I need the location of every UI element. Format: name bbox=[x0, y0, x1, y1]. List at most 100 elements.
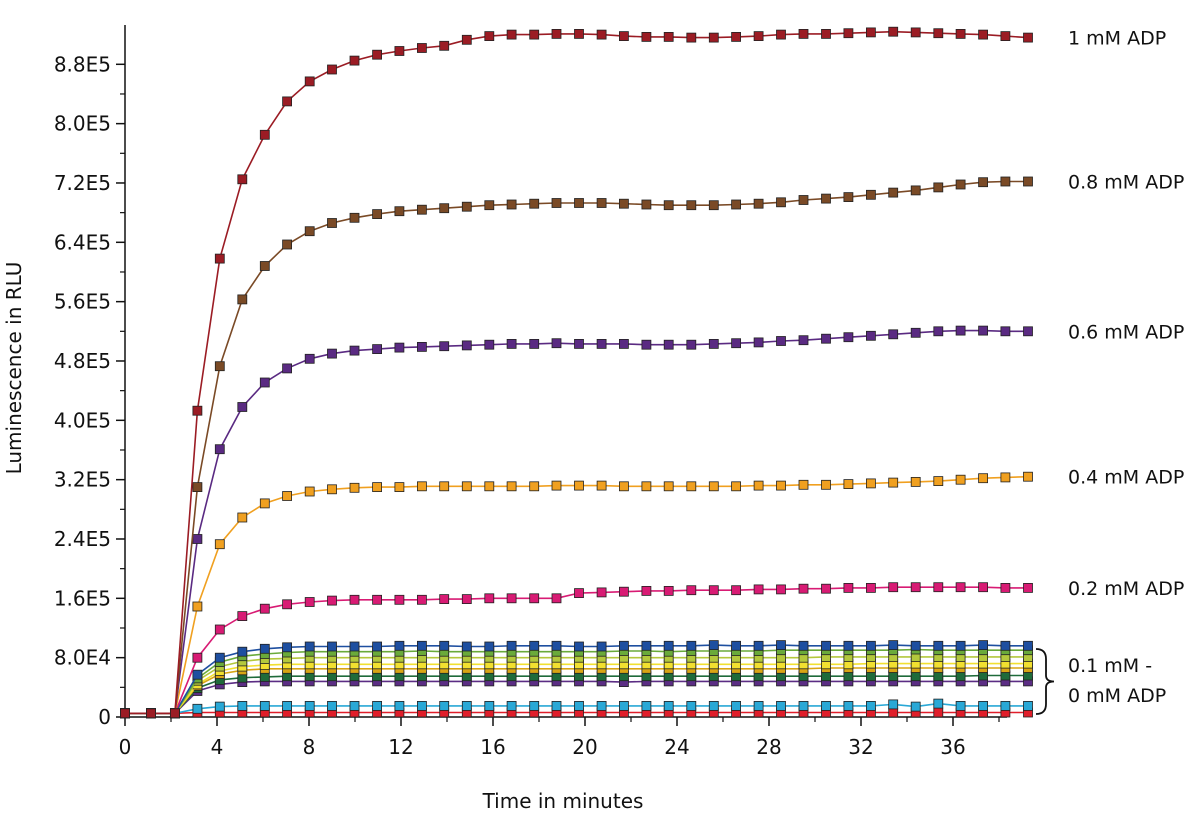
data-point bbox=[933, 182, 944, 193]
data-point bbox=[529, 481, 540, 492]
data-point bbox=[259, 498, 270, 509]
data-point bbox=[1023, 326, 1033, 337]
data-point bbox=[327, 595, 337, 606]
data-point bbox=[866, 701, 876, 711]
data-point bbox=[866, 189, 876, 200]
data-point bbox=[282, 642, 293, 653]
data-point bbox=[776, 701, 786, 711]
data-point bbox=[821, 479, 831, 490]
data-point bbox=[259, 701, 270, 711]
x-tick-label: 4 bbox=[211, 735, 224, 759]
data-point bbox=[776, 336, 786, 346]
series-label: 0.4 mM ADP bbox=[1068, 467, 1184, 489]
y-tick-label: 6.4E5 bbox=[54, 230, 111, 254]
data-point bbox=[910, 671, 921, 682]
data-point bbox=[978, 325, 988, 336]
axes: 0 8.0E4 1.6E5 2.4E5 3.2E5 4.0E5 4.8E5 5.6E5 6.4E… bbox=[54, 25, 1007, 759]
data-point bbox=[416, 640, 427, 651]
data-point bbox=[596, 338, 607, 349]
data-point bbox=[843, 332, 854, 343]
data-point bbox=[551, 28, 562, 39]
x-tick-label: 8 bbox=[303, 735, 316, 759]
data-point bbox=[753, 31, 764, 42]
data-point bbox=[776, 480, 786, 491]
data-point bbox=[843, 671, 854, 682]
data-point bbox=[372, 209, 383, 220]
data-point bbox=[1000, 640, 1011, 651]
data-point bbox=[955, 582, 966, 593]
data-point bbox=[776, 197, 786, 208]
data-point bbox=[641, 640, 652, 651]
data-point bbox=[641, 701, 652, 711]
data-point bbox=[910, 476, 921, 487]
data-point bbox=[304, 76, 315, 87]
data-point bbox=[888, 26, 899, 37]
data-point bbox=[506, 481, 517, 492]
data-point bbox=[1000, 701, 1011, 711]
series-label: 0.6 mM ADP bbox=[1068, 321, 1184, 343]
data-point bbox=[146, 708, 156, 719]
y-tick-label: 7.2E5 bbox=[54, 171, 111, 195]
data-point bbox=[574, 28, 584, 39]
data-point bbox=[237, 611, 248, 621]
data-point bbox=[574, 198, 584, 208]
data-point bbox=[259, 129, 270, 140]
series-labels: 1 mM ADP 0.8 mM ADP 0.6 mM ADP 0.4 mM ADP 0.… bbox=[1035, 28, 1184, 715]
data-point bbox=[619, 338, 629, 349]
data-point bbox=[461, 201, 472, 212]
data-point bbox=[506, 701, 517, 711]
data-point bbox=[753, 480, 764, 491]
data-point bbox=[529, 29, 540, 40]
x-tick-label: 12 bbox=[388, 735, 413, 759]
series-0 bbox=[120, 26, 1033, 719]
data-point bbox=[933, 326, 944, 337]
data-point bbox=[708, 338, 719, 349]
data-point bbox=[214, 652, 225, 663]
data-point bbox=[484, 200, 495, 211]
data-point bbox=[888, 640, 899, 650]
data-point bbox=[821, 333, 831, 344]
data-point bbox=[843, 192, 854, 203]
bracket bbox=[1035, 648, 1055, 715]
data-point bbox=[349, 701, 360, 711]
data-point bbox=[888, 582, 899, 593]
data-point bbox=[484, 481, 495, 492]
data-point bbox=[798, 479, 809, 490]
data-point bbox=[282, 491, 293, 501]
data-point bbox=[910, 640, 921, 651]
data-point bbox=[641, 481, 652, 492]
data-point bbox=[843, 479, 854, 490]
data-point bbox=[663, 701, 674, 711]
data-point bbox=[619, 640, 629, 651]
data-point bbox=[416, 204, 427, 215]
data-point bbox=[372, 344, 383, 355]
data-point bbox=[394, 640, 405, 651]
data-point bbox=[349, 641, 360, 652]
data-point bbox=[439, 640, 450, 651]
data-point bbox=[866, 330, 876, 341]
y-tick-label: 4.8E5 bbox=[54, 349, 111, 373]
data-point bbox=[1023, 176, 1033, 187]
data-point bbox=[394, 206, 405, 217]
data-point bbox=[214, 539, 225, 550]
data-point bbox=[798, 640, 809, 651]
data-point bbox=[416, 701, 427, 711]
data-point bbox=[327, 218, 337, 228]
data-point bbox=[866, 671, 876, 682]
data-point bbox=[259, 377, 270, 388]
data-point bbox=[439, 594, 450, 604]
data-point bbox=[372, 594, 383, 605]
data-point bbox=[372, 701, 383, 711]
data-point bbox=[439, 40, 450, 51]
data-point bbox=[663, 32, 674, 42]
bracket-label: 0 mM ADP bbox=[1068, 685, 1166, 707]
data-point bbox=[304, 597, 315, 607]
data-point bbox=[866, 27, 876, 38]
data-point bbox=[955, 640, 966, 651]
data-point bbox=[574, 641, 584, 652]
data-point bbox=[798, 28, 809, 39]
x-tick-label: 32 bbox=[848, 735, 873, 759]
y-tick-label: 8.8E5 bbox=[54, 52, 111, 76]
data-point bbox=[192, 534, 203, 544]
